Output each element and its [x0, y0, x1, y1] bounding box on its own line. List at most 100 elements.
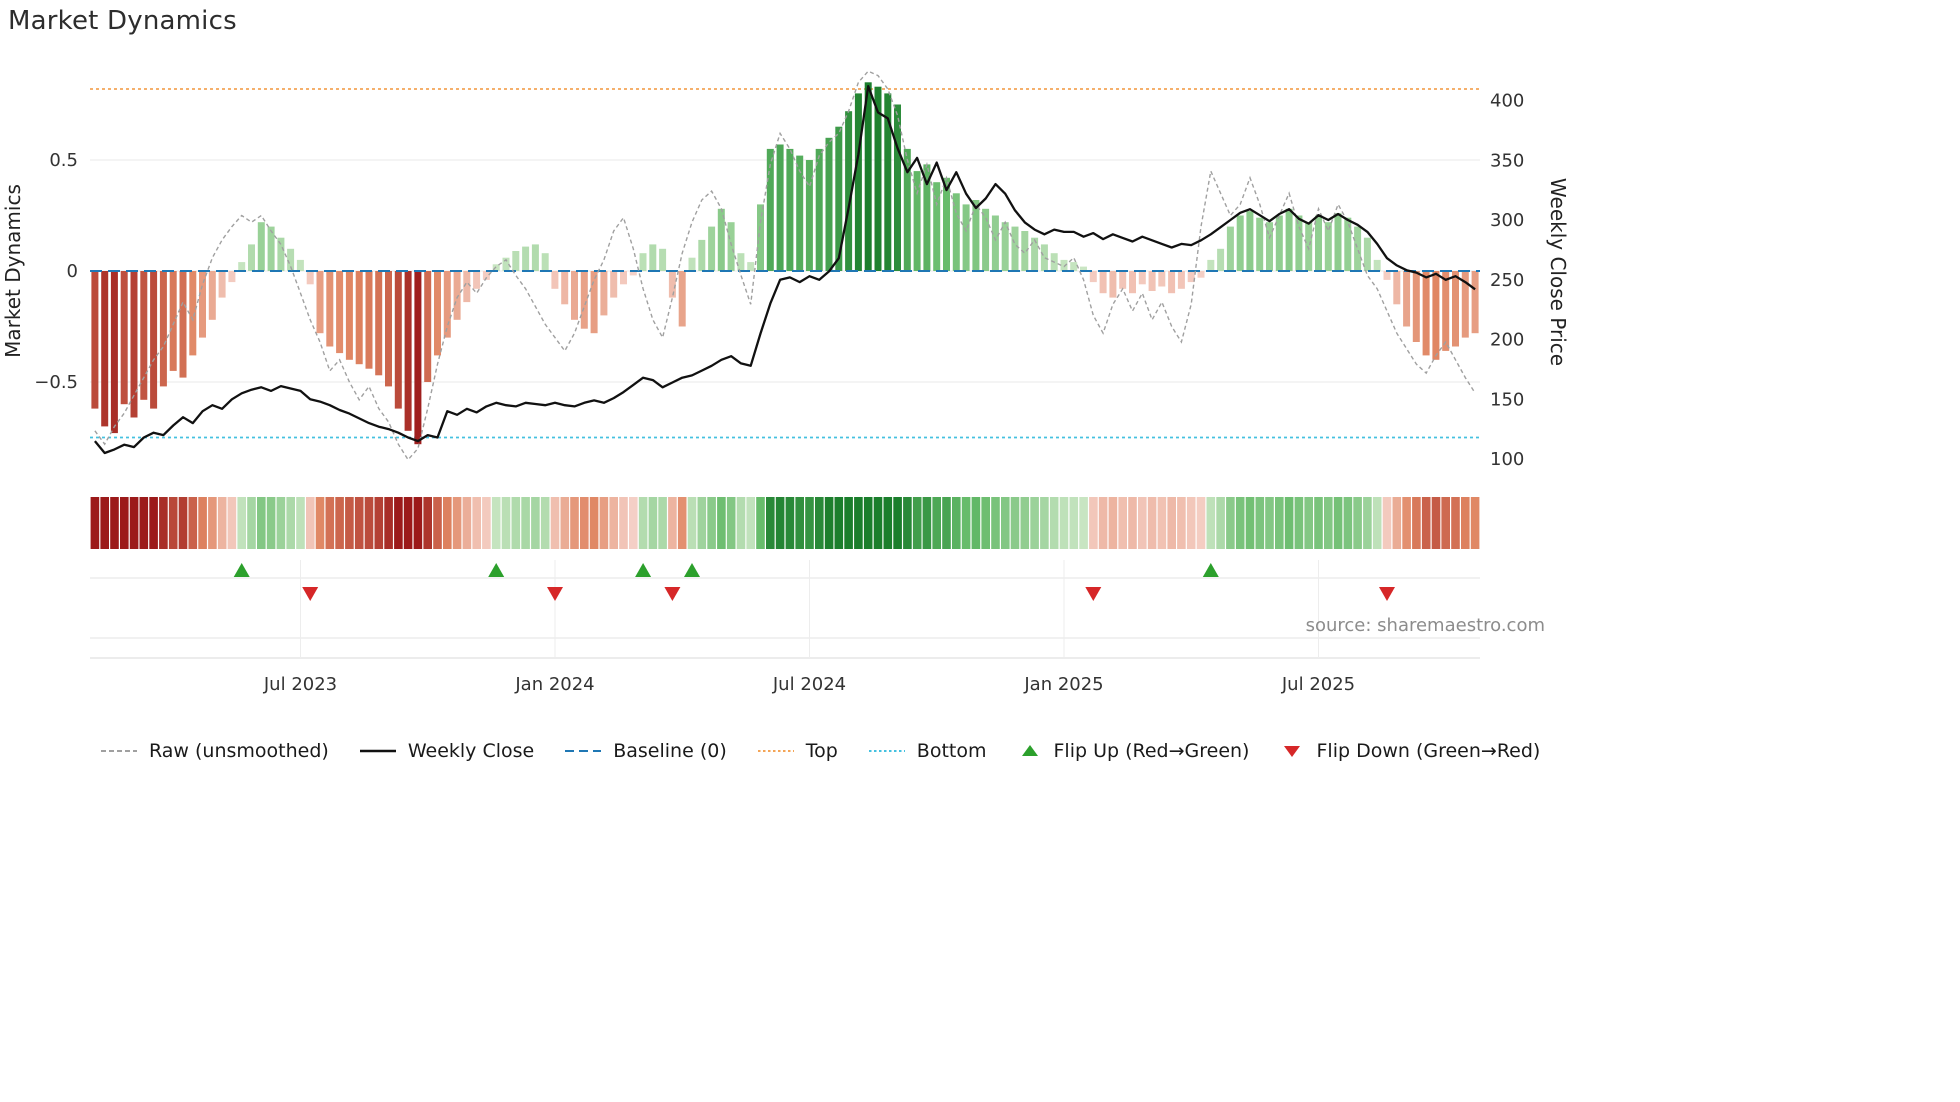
heatmap-cell [746, 497, 755, 549]
heatmap-cell [1206, 497, 1216, 549]
osc-bar [1217, 248, 1225, 271]
heatmap-cell [1304, 497, 1313, 549]
heatmap-cell [1412, 497, 1421, 549]
osc-bar [443, 271, 451, 338]
heatmap-cell [775, 497, 785, 549]
osc-bar [404, 271, 412, 431]
osc-bar [1089, 271, 1097, 283]
heatmap-cell [403, 497, 413, 549]
heatmap-cell [540, 497, 550, 549]
osc-bar [385, 271, 392, 387]
heatmap-cell [266, 497, 276, 549]
osc-bar [903, 148, 911, 271]
osc-bar [1324, 222, 1332, 271]
heatmap-cell [834, 497, 844, 549]
flip-down-marker [302, 587, 319, 601]
page-title: Market Dynamics [8, 6, 237, 36]
heatmap-cell [1402, 497, 1411, 549]
heatmap-cell [354, 497, 364, 549]
osc-bar [1070, 262, 1078, 271]
osc-bar [952, 193, 960, 271]
heatmap-cell [883, 497, 893, 549]
osc-bar [1177, 271, 1185, 289]
osc-bar [1334, 213, 1342, 271]
heatmap-cell [1226, 497, 1235, 549]
osc-bar [1246, 211, 1254, 271]
heatmap-cell [257, 497, 266, 549]
heatmap-cell [208, 497, 217, 549]
heatmap-cell [1167, 497, 1176, 549]
osc-bar [1011, 226, 1019, 271]
heatmap-cell [1147, 497, 1157, 549]
heatmap-cell [413, 497, 423, 549]
osc-bar [1031, 237, 1039, 271]
heatmap-cell [1079, 497, 1088, 549]
osc-bar [199, 271, 206, 338]
heatmap-cell [961, 497, 971, 549]
heatmap-cell [325, 497, 335, 549]
heatmap-cell [521, 497, 530, 549]
osc-bar [1119, 271, 1127, 289]
heatmap-cell [1098, 497, 1108, 549]
heatmap-cell [139, 497, 149, 549]
osc-bar [629, 271, 637, 276]
heatmap-cell [815, 497, 824, 549]
osc-bar [424, 271, 432, 382]
osc-bar [1168, 271, 1176, 294]
osc-bar [737, 253, 745, 271]
osc-bar [1383, 271, 1391, 280]
osc-bar [1373, 259, 1381, 271]
heatmap-cell [1020, 497, 1030, 549]
raw-line [94, 70, 1476, 461]
heatmap-cell [482, 497, 491, 549]
heatmap-cell [932, 497, 941, 549]
heatmap-cell [570, 497, 579, 549]
flip-up-marker [635, 563, 652, 577]
osc-bar [1256, 217, 1264, 271]
heatmap-cell [1069, 497, 1079, 549]
heatmap-cell [217, 497, 227, 549]
heatmap-cell [1470, 497, 1480, 549]
heatmap-cell [1461, 497, 1470, 549]
osc-bar [1021, 231, 1029, 271]
heatmap-cell [227, 497, 237, 549]
osc-bar [776, 144, 784, 271]
heatmap-cell [1284, 497, 1294, 549]
osc-bar [1471, 271, 1479, 334]
osc-bar [874, 86, 882, 271]
legend-label: Flip Down (Green→Red) [1316, 740, 1541, 762]
heatmap-cell [1235, 497, 1245, 549]
heatmap-cell [120, 497, 129, 549]
osc-bar [1442, 271, 1450, 351]
osc-bar [208, 271, 216, 320]
osc-bar [668, 271, 676, 298]
osc-bar [1207, 259, 1215, 271]
heatmap-cell [1382, 497, 1392, 549]
osc-bar [580, 271, 588, 329]
heatmap-cell [599, 497, 609, 549]
osc-bar [248, 244, 255, 271]
heatmap-cell [609, 497, 618, 549]
legend-label: Top [805, 740, 838, 762]
heatmap-cell [394, 497, 403, 549]
legend-item-0: Raw (unsmoothed) [100, 740, 329, 762]
osc-bar [101, 271, 109, 427]
osc-bar [1236, 215, 1244, 271]
osc-bar [913, 171, 921, 271]
right-tick-label: 400 [1490, 91, 1524, 112]
osc-bar [1305, 222, 1313, 271]
legend-item-2: Baseline (0) [564, 740, 727, 762]
heatmap-cell [648, 497, 658, 549]
osc-bar [933, 182, 941, 271]
longdash-line-icon [565, 750, 602, 752]
osc-bar [218, 271, 226, 298]
legend-label: Flip Up (Red→Green) [1053, 740, 1250, 762]
heatmap-cell [443, 497, 452, 549]
heatmap-cell [198, 497, 207, 549]
dotted-line-icon [757, 750, 794, 752]
heatmap-cell [1372, 497, 1382, 549]
heatmap-cell [1030, 497, 1039, 549]
heatmap-cell [149, 497, 158, 549]
osc-bar [894, 104, 901, 271]
x-tick-label: Jul 2023 [263, 674, 337, 695]
